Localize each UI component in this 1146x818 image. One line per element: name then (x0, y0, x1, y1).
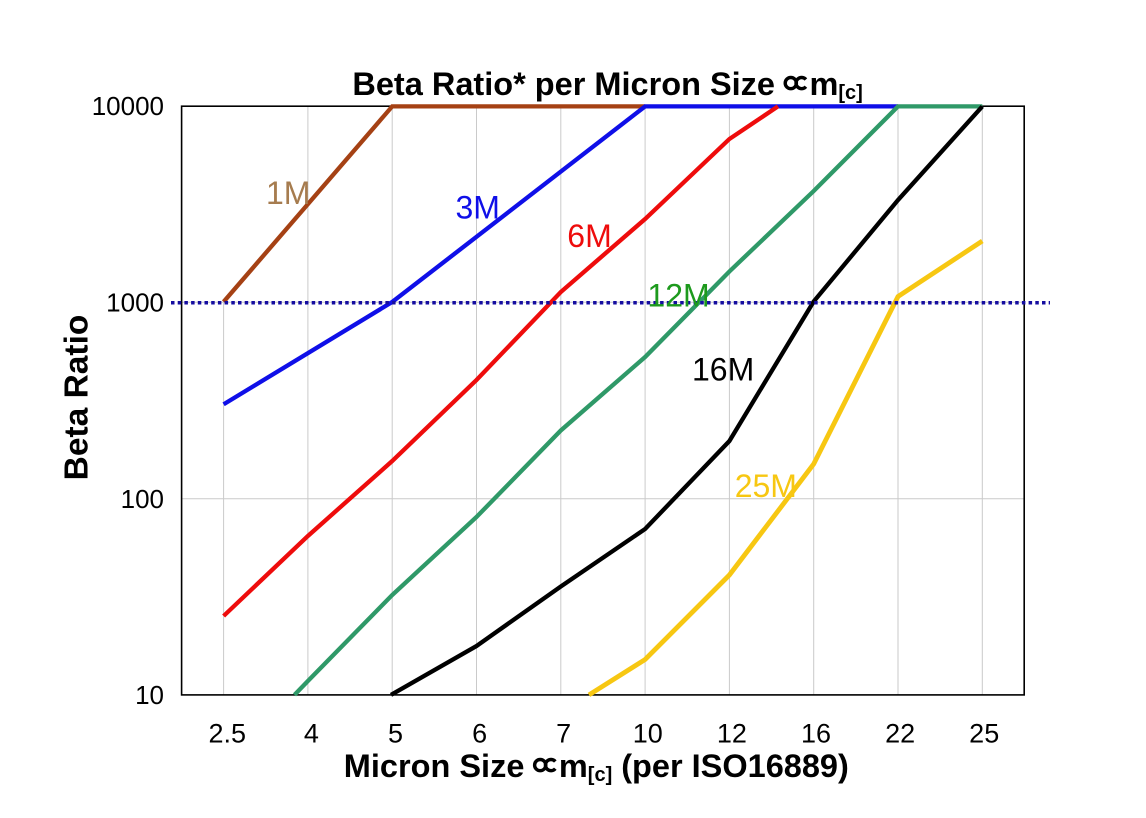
svg-text:Beta Ratio* per Micron Size: Beta Ratio* per Micron Size (352, 66, 775, 102)
svg-text:5: 5 (388, 719, 403, 749)
svg-text:7: 7 (556, 719, 571, 749)
svg-text:2.5: 2.5 (209, 719, 247, 749)
svg-text:16: 16 (801, 719, 831, 749)
svg-text:1M: 1M (266, 175, 310, 211)
svg-text:3M: 3M (456, 190, 500, 226)
svg-text:1000: 1000 (106, 287, 164, 317)
svg-text:25: 25 (969, 719, 999, 749)
svg-text:100: 100 (121, 484, 164, 514)
svg-text:[c]: [c] (838, 82, 862, 104)
svg-text:Micron Size: Micron Size (344, 748, 525, 784)
svg-text:m: m (810, 66, 839, 102)
svg-text:12: 12 (717, 719, 747, 749)
svg-text:10000: 10000 (92, 91, 164, 121)
svg-text:10: 10 (135, 680, 164, 710)
svg-text:m: m (559, 748, 588, 784)
svg-text:12M: 12M (647, 278, 709, 314)
svg-text:16M: 16M (692, 352, 754, 388)
svg-text:(per ISO16889): (per ISO16889) (612, 748, 849, 784)
svg-text:10: 10 (633, 719, 663, 749)
svg-text:22: 22 (885, 719, 915, 749)
svg-text:4: 4 (304, 719, 319, 749)
svg-text:6M: 6M (567, 218, 611, 254)
svg-text:[c]: [c] (588, 764, 612, 786)
svg-text:6: 6 (472, 719, 487, 749)
svg-text:Beta Ratio: Beta Ratio (59, 315, 96, 481)
svg-text:25M: 25M (735, 468, 797, 504)
